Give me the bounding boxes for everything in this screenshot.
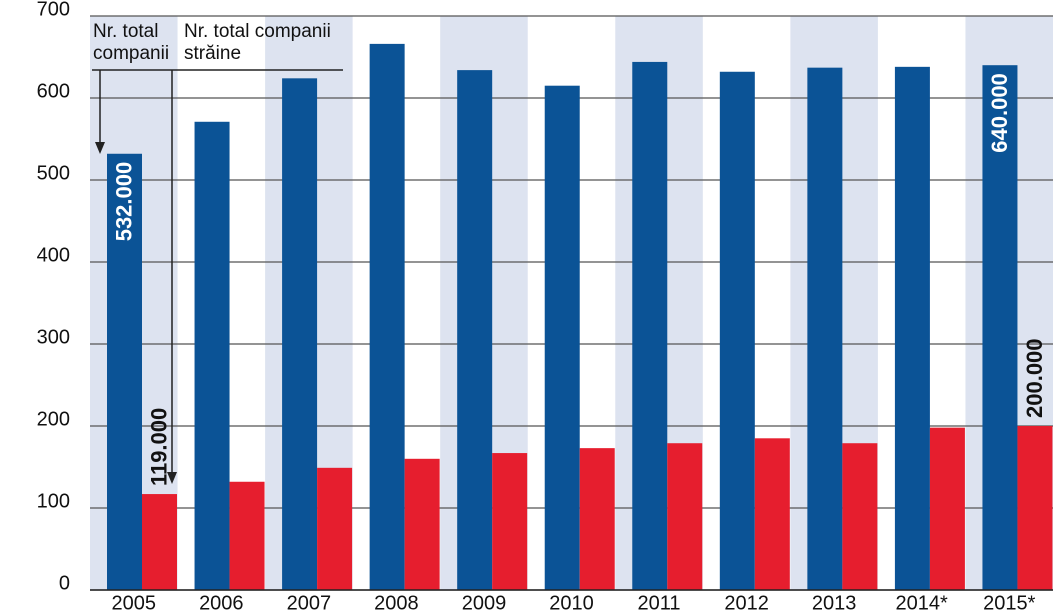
annotation: Nr. total <box>93 21 158 42</box>
arrowhead <box>95 142 105 154</box>
annotation: companii <box>93 43 169 64</box>
bar <box>842 443 878 590</box>
x-tick-label: 2005 <box>112 592 157 614</box>
bar <box>894 66 930 591</box>
bar <box>579 448 615 590</box>
x-tick-label: 2014* <box>896 592 948 614</box>
bar <box>807 67 843 590</box>
bar <box>142 494 177 590</box>
bar <box>929 427 965 590</box>
bar <box>194 121 230 590</box>
bars: 532.000 640.000 119.000 200.000 <box>107 43 1053 591</box>
bar <box>457 70 493 591</box>
bar <box>632 61 668 591</box>
arrowhead <box>167 472 177 484</box>
y-tick-label: 200 <box>37 408 70 430</box>
y-tick-label: 700 <box>37 0 70 20</box>
y-tick-label: 600 <box>37 80 70 102</box>
annotation: străine <box>184 43 241 64</box>
bar <box>404 458 440 590</box>
value-label: 532.000 <box>111 162 136 242</box>
bar <box>492 453 528 590</box>
bar <box>369 43 405 590</box>
value-label: 119.000 <box>146 408 171 486</box>
y-tick-label: 300 <box>37 326 70 348</box>
y-tick-label: 400 <box>37 244 70 266</box>
value-label: 200.000 <box>1022 338 1047 418</box>
x-tick-label: 2012 <box>724 592 769 614</box>
bar <box>982 65 1018 590</box>
value-label: 640.000 <box>987 73 1012 153</box>
bar <box>282 78 318 590</box>
x-tick-label: 2006 <box>199 592 244 614</box>
y-tick-label: 100 <box>37 490 70 512</box>
x-tick-label: 2013 <box>812 592 857 614</box>
bar <box>754 438 790 590</box>
x-tick-label: 2015* <box>983 592 1035 614</box>
bar <box>544 85 580 590</box>
bar <box>719 71 755 590</box>
bar <box>1017 426 1053 590</box>
y-tick-label: 500 <box>37 162 70 184</box>
annotation: Nr. total companii <box>184 21 331 42</box>
arrow <box>171 69 343 478</box>
bar <box>107 153 142 590</box>
arrow <box>92 69 178 148</box>
bar <box>317 467 353 590</box>
bar <box>667 443 703 590</box>
x-tick-label: 2007 <box>287 592 332 614</box>
x-tick-label: 2011 <box>638 592 681 614</box>
x-tick-label: 2010 <box>549 592 594 614</box>
bar <box>229 481 265 590</box>
x-tick-label: 2008 <box>374 592 419 614</box>
x-tick-label: 2009 <box>462 592 507 614</box>
y-tick-label: 0 <box>59 572 70 594</box>
